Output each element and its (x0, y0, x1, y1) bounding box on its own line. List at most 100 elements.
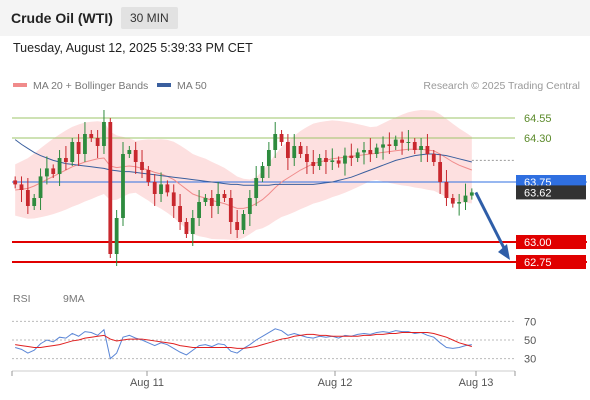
legend-ma20: MA 20 + Bollinger Bands (13, 80, 148, 92)
candle (51, 168, 56, 174)
rsi-ma9-line (15, 332, 472, 349)
legend-ma50-swatch (157, 83, 171, 88)
rsi-line (15, 328, 472, 360)
legend-ma50-label: MA 50 (177, 80, 207, 92)
candle (197, 202, 202, 218)
timestamp: Tuesday, August 12, 2025 5:39:33 PM CET (13, 41, 253, 55)
candle (95, 138, 100, 146)
candle (400, 139, 404, 143)
candle (419, 146, 423, 150)
candle (133, 150, 138, 162)
candle (159, 184, 163, 194)
candle (431, 154, 436, 162)
candle (25, 190, 30, 206)
candle (368, 150, 373, 154)
candle (292, 146, 297, 158)
candle (336, 160, 341, 164)
candle (146, 170, 151, 182)
last-price-tag (516, 185, 586, 200)
candle (203, 198, 208, 202)
candle (70, 142, 75, 162)
candle (412, 142, 417, 150)
candle (393, 139, 398, 146)
x-tick-label: Aug 12 (318, 377, 353, 389)
candle (83, 134, 87, 154)
instrument-title: Crude Oil (WTI) (11, 10, 113, 26)
candle (254, 178, 259, 198)
candle (235, 222, 240, 230)
candle (330, 160, 335, 162)
candle (184, 222, 189, 234)
legend-ma20-swatch (13, 83, 27, 88)
candle (32, 198, 37, 206)
candle (343, 155, 347, 164)
legend-ma20-label: MA 20 + Bollinger Bands (33, 80, 149, 92)
rsi-tick-label: 50 (524, 335, 536, 347)
candle (121, 154, 125, 218)
legend-ma50: MA 50 (157, 80, 207, 92)
candle (273, 134, 278, 150)
candle (19, 184, 24, 190)
x-axis: Aug 11 Aug 12 Aug 13 (11, 370, 516, 389)
level-tag-3 (516, 235, 586, 249)
candle (190, 218, 195, 234)
candle (463, 195, 468, 202)
ma50-line (14, 139, 472, 186)
candle (362, 150, 366, 153)
candle (317, 158, 322, 166)
rsi-panel: 70 50 30 (12, 316, 536, 366)
x-tick-label: Aug 11 (130, 377, 164, 389)
candle (102, 122, 106, 146)
last-price-label: 63.62 (524, 187, 552, 199)
candle (114, 218, 119, 254)
forecast-arrow-shaft (474, 191, 508, 253)
candle (305, 154, 309, 162)
candle (349, 155, 354, 158)
candle (38, 176, 43, 198)
legend-rsi: RSI (13, 293, 31, 305)
candle (13, 180, 18, 185)
header-bar: Crude Oil (WTI) 30 MIN (0, 0, 590, 36)
candle (108, 122, 113, 254)
candle (438, 162, 443, 182)
candle (355, 152, 360, 158)
candle (311, 162, 316, 166)
candle (165, 184, 170, 193)
x-tick-label: Aug 13 (459, 377, 494, 389)
level-label-3: 63.00 (524, 237, 552, 249)
candle (450, 198, 455, 204)
research-credit: Research © 2025 Trading Central (423, 80, 580, 92)
moving-averages (14, 139, 473, 209)
candle (209, 198, 214, 206)
rsi-tick-label: 30 (524, 354, 536, 366)
legend-9ma: 9MA (63, 293, 85, 305)
level-label-4: 62.75 (524, 257, 552, 269)
candle (387, 144, 392, 146)
candle (152, 182, 157, 194)
candle (171, 192, 176, 206)
level-lines (12, 117, 587, 263)
candle (260, 166, 265, 178)
candle (324, 158, 328, 162)
candle (241, 214, 246, 230)
candle (44, 168, 49, 177)
level-label-1: 64.30 (524, 133, 552, 145)
candle (140, 162, 144, 170)
forecast-arrow (474, 191, 510, 260)
ma20-line (15, 148, 473, 209)
level-label-0: 64.55 (524, 113, 552, 125)
legend-9ma-label: 9MA (63, 293, 85, 305)
candle (216, 194, 221, 206)
candle (444, 182, 449, 198)
candle (469, 192, 474, 196)
candle (222, 194, 227, 198)
timeframe-button[interactable]: 30 MIN (121, 7, 178, 29)
candle (425, 146, 430, 154)
level-tag-4 (516, 255, 586, 269)
candles (13, 110, 474, 266)
bollinger-band (15, 109, 472, 241)
candle (457, 202, 462, 204)
candle (89, 134, 94, 138)
